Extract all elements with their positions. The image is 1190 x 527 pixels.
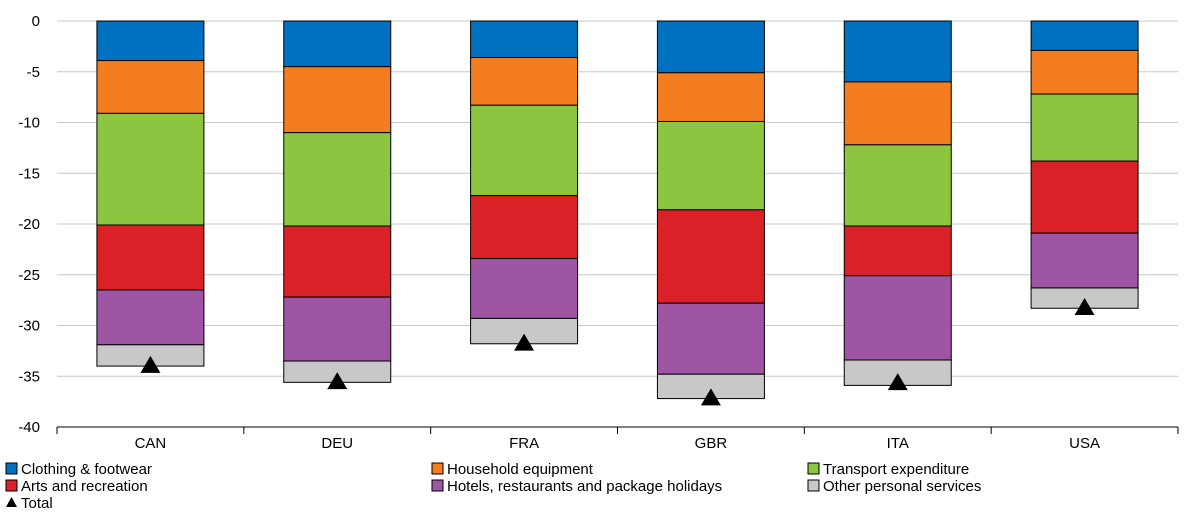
bar-segment: [283, 296, 392, 362]
total-marker: [327, 372, 348, 390]
bar-segment: [656, 209, 765, 304]
bar-segment: [470, 104, 579, 197]
bar-segment: [1030, 93, 1139, 162]
bar-segment: [656, 120, 765, 211]
x-tick-label: FRA: [509, 435, 539, 452]
total-markers: [140, 298, 1095, 406]
bar-segment: [656, 302, 765, 375]
legend-swatch: [431, 462, 444, 475]
legend-label: Hotels, restaurants and package holidays: [447, 478, 722, 495]
legend-swatch: [5, 462, 18, 475]
y-tick-label: -30: [18, 318, 40, 335]
bar-segment: [843, 225, 952, 277]
legend-swatch: [807, 462, 820, 475]
y-axis-ticks: 0 -5 -10 -15 -20 -25 -30 -35 -40: [18, 13, 40, 436]
legend-swatch: [5, 479, 18, 492]
y-tick-label: -35: [18, 368, 40, 385]
legend-label: Clothing & footwear: [21, 461, 152, 478]
grid-layer: [57, 20, 1178, 377]
legend-swatch: [807, 479, 820, 492]
legend-total-marker: [6, 497, 17, 507]
total-marker: [1074, 298, 1095, 316]
x-tick-label: USA: [1069, 435, 1100, 452]
bar-segment: [96, 289, 205, 346]
bar-segment: [470, 57, 579, 106]
bar-segment: [656, 20, 765, 74]
total-marker: [887, 373, 908, 391]
legend-label: Household equipment: [447, 461, 594, 478]
x-axis: CAN DEU FRA GBR ITA USA: [56, 426, 1179, 452]
bar-segment: [283, 225, 392, 298]
bar-segment: [1030, 232, 1139, 289]
y-tick-label: -20: [18, 216, 40, 233]
bar-segment: [96, 20, 205, 62]
bar-segment: [843, 20, 952, 83]
bar-segment: [96, 224, 205, 291]
legend-label: Transport expenditure: [823, 461, 969, 478]
bar-segment: [1030, 49, 1139, 95]
bar-segment: [843, 275, 952, 361]
bar-segment: [843, 144, 952, 227]
bar-segment: [470, 195, 579, 260]
bar-segment: [283, 20, 392, 68]
x-tick-label: CAN: [135, 435, 167, 452]
x-tick-label: DEU: [321, 435, 353, 452]
legend: Clothing & footwear Household equipment Tr…: [5, 461, 981, 512]
legend-label: Other personal services: [823, 478, 981, 495]
bar-segment: [1030, 160, 1139, 234]
y-tick-label: -25: [18, 267, 40, 284]
y-tick-label: -15: [18, 165, 40, 182]
bar-segment: [283, 66, 392, 134]
y-tick-label: -40: [18, 419, 40, 436]
bar-segment: [470, 258, 579, 319]
y-tick-label: -5: [27, 64, 40, 81]
bar-segment: [1030, 20, 1139, 51]
x-tick-label: GBR: [695, 435, 728, 452]
y-tick-label: -10: [18, 115, 40, 132]
bar-segment: [283, 132, 392, 227]
bar-layer: [96, 20, 1139, 400]
legend-label: Arts and recreation: [21, 478, 148, 495]
legend-label: Total: [21, 495, 53, 512]
bar-segment: [656, 72, 765, 122]
y-tick-label: 0: [32, 13, 40, 30]
bar-segment: [470, 20, 579, 59]
total-marker: [140, 355, 161, 373]
bar-segment: [96, 60, 205, 114]
total-marker: [514, 333, 535, 351]
bar-segment: [96, 112, 205, 226]
bar-segment: [843, 81, 952, 146]
x-tick-label: ITA: [887, 435, 909, 452]
total-marker: [700, 388, 721, 406]
legend-swatch: [431, 479, 444, 492]
